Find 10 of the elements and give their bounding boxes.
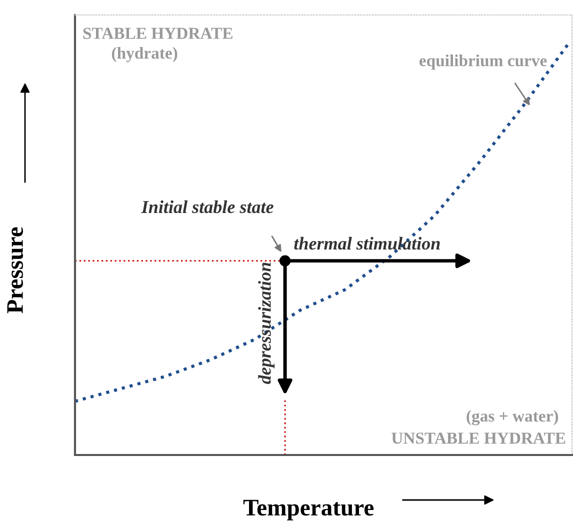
annotation: equilibrium curve: [419, 54, 547, 70]
annotation: (gas + water): [466, 410, 558, 426]
y-axis-title: Pressure: [7, 227, 24, 314]
text: STABLE HYDRATE: [83, 28, 232, 39]
annotation: UNSTABLE HYDRATE: [392, 432, 566, 444]
annotation: depressurization: [258, 262, 275, 384]
annotation: Initial stable state: [141, 200, 274, 214]
annotation: (hydrate): [112, 47, 178, 62]
x-axis-title: Temperature: [243, 500, 374, 520]
annotation: thermal stimulation: [294, 236, 440, 250]
